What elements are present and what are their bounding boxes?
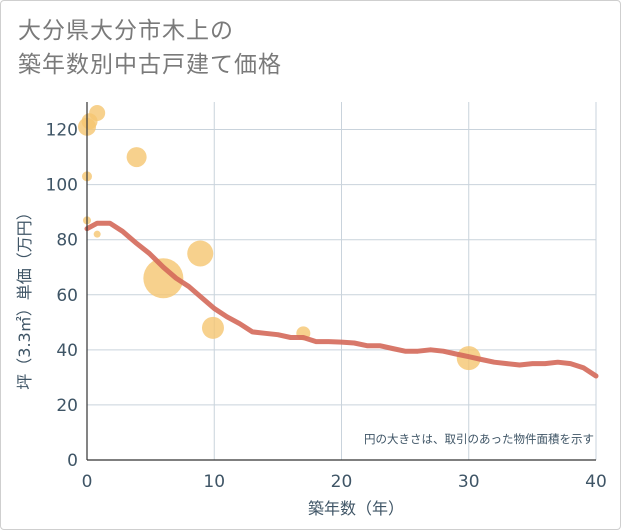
y-tick-label: 40 [56, 341, 78, 361]
size-note: 円の大きさは、取引のあった物件面積を示す [364, 432, 594, 446]
bubble-point [93, 230, 101, 238]
chart-title-line1: 大分県大分市木上の [18, 18, 234, 44]
y-axis-label: 坪（3.3㎡）単価（万円） [15, 204, 34, 389]
bubble-point [89, 105, 106, 122]
y-tick-label: 120 [46, 121, 78, 141]
x-tick-label: 0 [82, 472, 93, 492]
axes [86, 102, 596, 461]
trend-line-group [84, 220, 599, 379]
bubble-point [126, 147, 147, 168]
bubble-point [187, 240, 214, 267]
x-tick-label: 40 [585, 472, 607, 492]
y-tick-label: 80 [56, 231, 78, 251]
x-tick-label: 30 [458, 472, 480, 492]
chart-title-line2: 築年数別中古戸建て価格 [18, 52, 282, 78]
x-axis-label: 築年数（年） [308, 499, 404, 518]
y-tick-label: 100 [46, 176, 78, 196]
trend-line [84, 220, 599, 379]
y-tick-label: 60 [56, 286, 78, 306]
x-tick-label: 10 [203, 472, 225, 492]
tick-labels: 0 10 20 30 40 0 20 40 60 80 100 120 [46, 121, 607, 492]
bubble-point [143, 258, 184, 299]
y-tick-label: 20 [56, 396, 78, 416]
x-tick-label: 20 [331, 472, 353, 492]
chart-title: 大分県大分市木上の 築年数別中古戸建て価格 [18, 14, 282, 82]
bubble-point [201, 316, 224, 339]
y-tick-label: 0 [67, 451, 78, 471]
bubbles [78, 105, 481, 371]
